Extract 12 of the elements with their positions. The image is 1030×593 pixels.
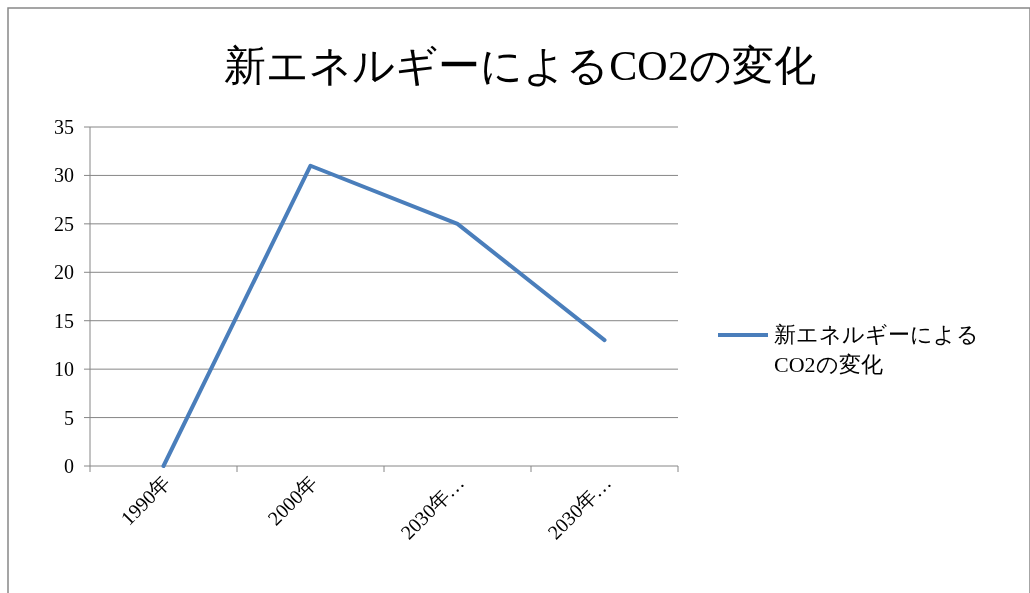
line-series <box>161 163 607 468</box>
y-tick-label: 0 <box>64 455 74 477</box>
x-tick-label: 1990年 <box>116 471 175 530</box>
y-tick-label: 5 <box>64 406 74 429</box>
y-tick-label: 10 <box>54 358 74 381</box>
y-tick-label: 35 <box>54 116 74 138</box>
y-tick-label: 25 <box>54 212 74 235</box>
legend-label: 新エネルギーによるCO2の変化 <box>774 322 979 377</box>
y-tick-label: 20 <box>54 261 74 284</box>
chart-title: 新エネルギーによるCO2の変化 <box>224 43 816 89</box>
y-tick-label: 15 <box>54 309 74 332</box>
y-tick-label: 30 <box>54 164 74 187</box>
